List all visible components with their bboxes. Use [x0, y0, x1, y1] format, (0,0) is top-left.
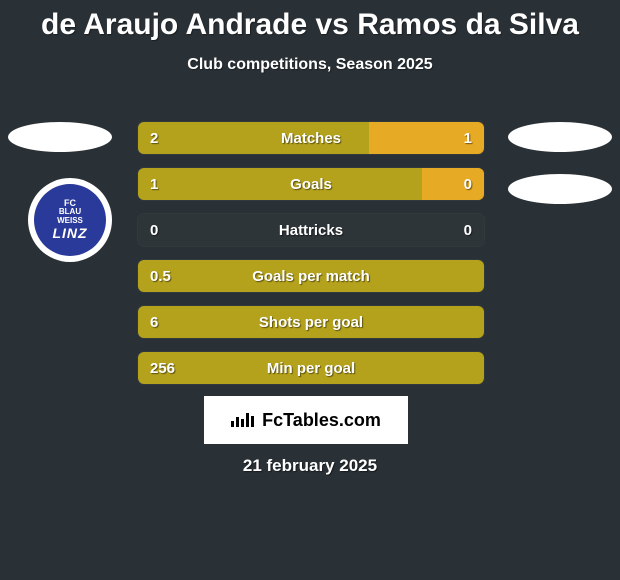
stat-row: 0.5Goals per match — [138, 260, 484, 292]
stat-row: 256Min per goal — [138, 352, 484, 384]
stat-label: Goals — [138, 168, 484, 200]
right-badge-1 — [508, 122, 612, 152]
watermark-text: FcTables.com — [262, 410, 381, 431]
page-title: de Araujo Andrade vs Ramos da Silva — [0, 0, 620, 42]
stat-label: Matches — [138, 122, 484, 154]
club-logo-line-linz: LINZ — [52, 226, 87, 241]
stat-row: 21Matches — [138, 122, 484, 154]
right-badge-2 — [508, 174, 612, 204]
left-badge-1 — [8, 122, 112, 152]
left-club-logo: FC BLAU WEISS LINZ — [28, 178, 112, 262]
club-logo-inner: FC BLAU WEISS LINZ — [34, 184, 106, 256]
date-label: 21 february 2025 — [0, 456, 620, 476]
watermark-chart-icon — [231, 413, 254, 427]
stat-row: 10Goals — [138, 168, 484, 200]
stat-row: 6Shots per goal — [138, 306, 484, 338]
stat-label: Shots per goal — [138, 306, 484, 338]
watermark: FcTables.com — [204, 396, 408, 444]
subtitle: Club competitions, Season 2025 — [0, 56, 620, 74]
stat-label: Goals per match — [138, 260, 484, 292]
stat-label: Min per goal — [138, 352, 484, 384]
comparison-card: de Araujo Andrade vs Ramos da Silva Club… — [0, 0, 620, 580]
stat-label: Hattricks — [138, 214, 484, 246]
stat-bars: 21Matches 10Goals 00Hattricks 0.5Goals per … — [138, 122, 484, 398]
stat-row: 00Hattricks — [138, 214, 484, 246]
